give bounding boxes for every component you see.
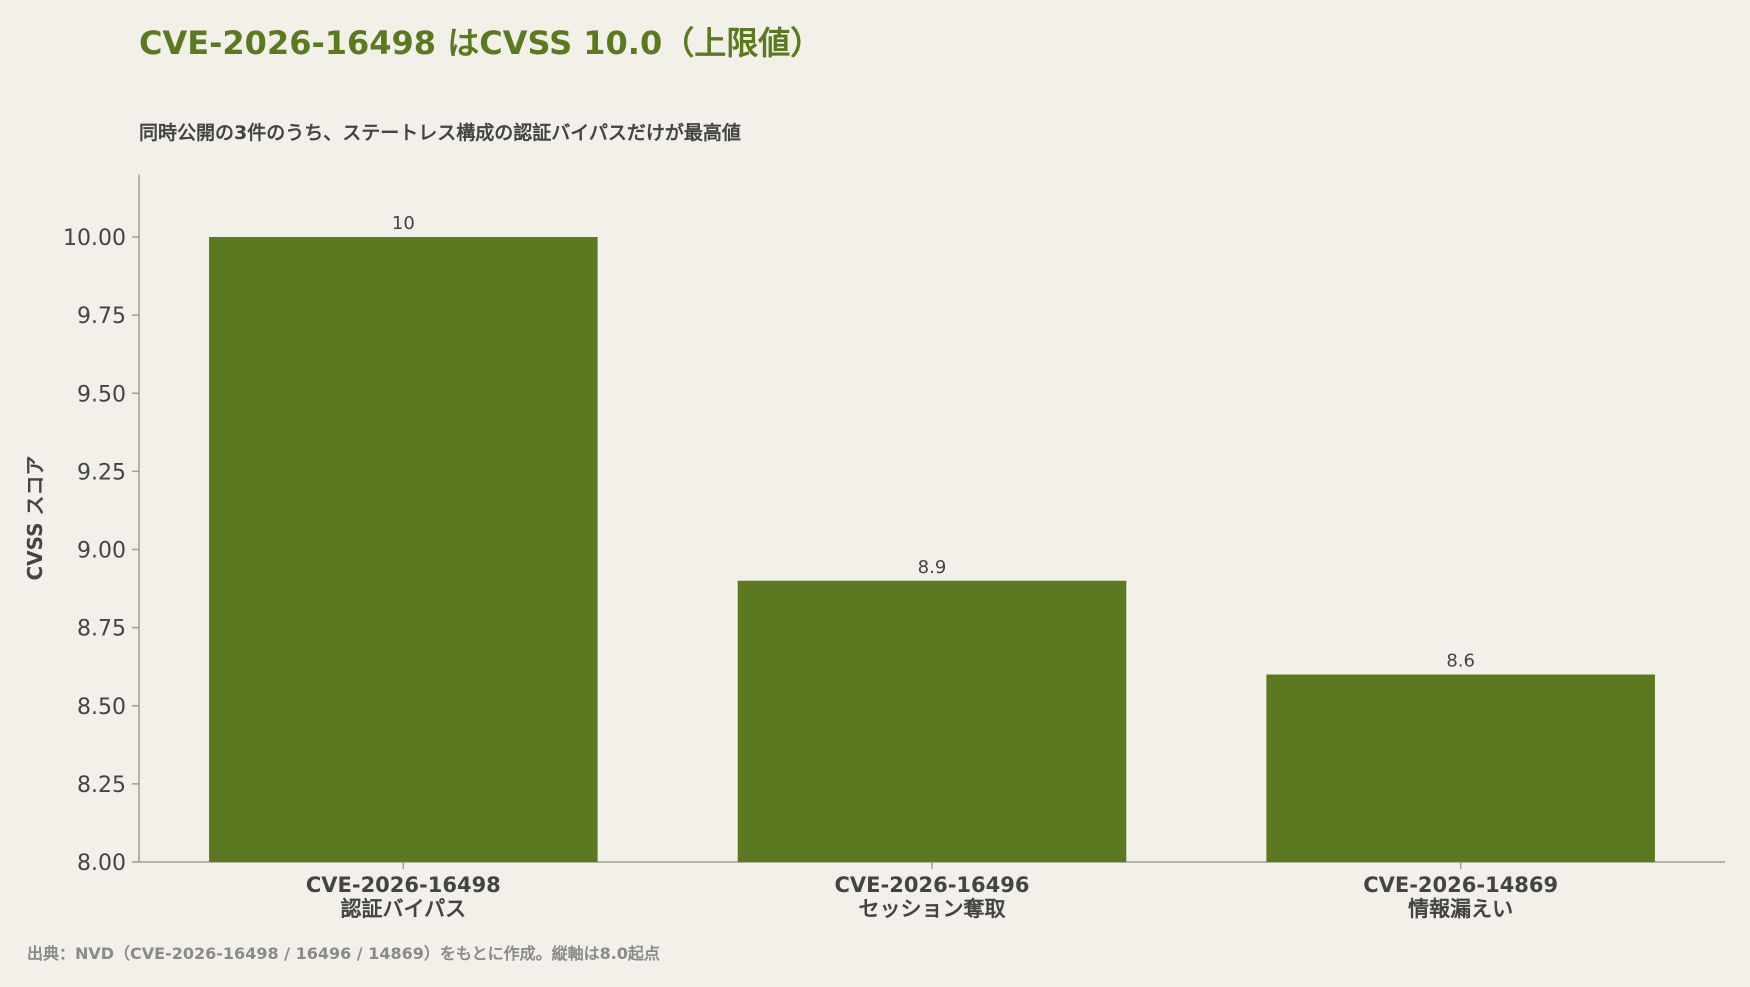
y-axis: 8.00 8.25 8.50 8.75 9.00 9.25 9.50 9.75 10.00	[63, 174, 140, 876]
x-tick-label-id: CVE-2026-16498	[306, 873, 501, 897]
y-axis-title: CVSS スコア	[23, 455, 47, 580]
y-tick-label: 9.50	[77, 382, 126, 407]
y-tick-label: 9.25	[77, 460, 126, 485]
y-tick-label: 8.25	[77, 773, 126, 798]
y-tick-label: 9.75	[77, 304, 126, 329]
data-label: 8.6	[1446, 651, 1475, 672]
x-tick-label-desc: 認証バイパス	[341, 897, 467, 921]
bar	[737, 580, 1127, 862]
data-labels: 10 8.9 8.6	[392, 213, 1475, 672]
x-tick-label-desc: セッション奪取	[859, 897, 1006, 921]
chart-subtitle: 同時公開の3件のうち、ステートレス構成の認証バイパスだけが最高値	[139, 122, 741, 144]
chart-title: CVE-2026-16498 はCVSS 10.0（上限値）	[139, 24, 823, 62]
x-tick-label-id: CVE-2026-14869	[1363, 873, 1558, 897]
data-label: 8.9	[918, 557, 947, 578]
source-note: 出典：NVD（CVE-2026-16498 / 16496 / 14869）をも…	[27, 944, 660, 963]
bar	[209, 237, 598, 862]
y-tick-label: 8.75	[77, 617, 126, 642]
bars	[209, 237, 1655, 862]
data-label: 10	[392, 213, 415, 234]
x-tick-label-desc: 情報漏えい	[1408, 897, 1513, 921]
y-tick-label: 8.00	[77, 851, 126, 876]
y-tick-label: 9.00	[77, 539, 126, 564]
x-tick-label-id: CVE-2026-16496	[835, 873, 1030, 897]
y-tick-label: 10.00	[63, 226, 126, 251]
bar	[1266, 674, 1655, 862]
y-tick-label: 8.50	[77, 695, 126, 720]
